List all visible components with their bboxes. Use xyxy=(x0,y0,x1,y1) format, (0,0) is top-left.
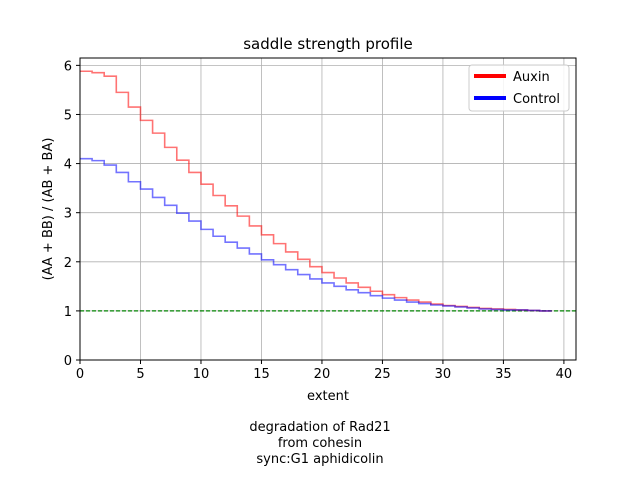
x-tick-label: 0 xyxy=(76,367,84,382)
axis-ticks: 0 5 10 15 20 25 30 35 40 0 1 2 3 4 5 6 xyxy=(64,59,572,382)
y-tick-label: 3 xyxy=(64,207,72,222)
legend: Auxin Control xyxy=(468,64,570,112)
legend-label: Auxin xyxy=(513,70,550,85)
x-axis-label: extent xyxy=(307,389,349,404)
x-tick-label: 35 xyxy=(495,367,512,382)
y-tick-label: 6 xyxy=(64,59,72,74)
plot-frame xyxy=(79,57,577,361)
chart-title: saddle strength profile xyxy=(243,35,413,53)
legend-label: Control xyxy=(513,92,560,107)
caption-line-3: sync:G1 aphidicolin xyxy=(256,452,384,467)
x-tick-label: 15 xyxy=(253,367,270,382)
y-tick-label: 4 xyxy=(64,158,72,173)
y-tick-label: 2 xyxy=(64,256,72,271)
caption-line-2: from cohesin xyxy=(277,436,363,451)
x-tick-label: 30 xyxy=(435,367,452,382)
caption-line-1: degradation of Rad21 xyxy=(249,420,391,435)
y-tick-label: 0 xyxy=(64,354,72,369)
series-lines xyxy=(80,70,552,312)
series-line-control xyxy=(80,157,552,312)
y-axis-label: (AA + BB) / (AB + BA) xyxy=(41,138,56,281)
x-tick-label: 5 xyxy=(136,367,144,382)
x-tick-label: 20 xyxy=(314,367,331,382)
x-tick-label: 10 xyxy=(193,367,210,382)
y-tick-label: 5 xyxy=(64,108,72,123)
x-tick-label: 25 xyxy=(374,367,391,382)
x-tick-label: 40 xyxy=(556,367,573,382)
y-tick-label: 1 xyxy=(64,305,72,320)
